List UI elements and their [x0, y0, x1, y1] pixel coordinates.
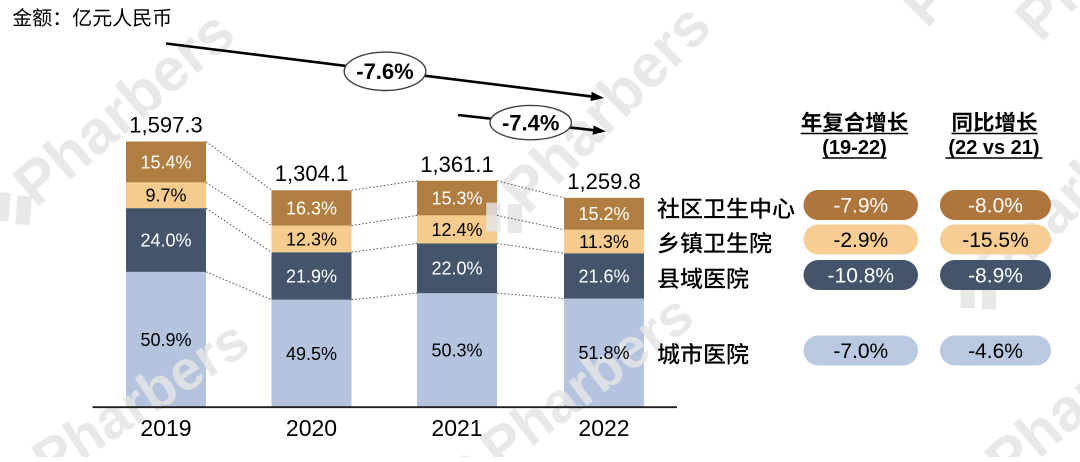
svg-text:-7.4%: -7.4%: [502, 110, 559, 135]
svg-text:22.0%: 22.0%: [431, 259, 482, 279]
svg-text:-15.5%: -15.5%: [962, 229, 1029, 252]
svg-text:12.4%: 12.4%: [431, 220, 482, 240]
svg-text:11.3%: 11.3%: [579, 232, 629, 252]
svg-text:-7.6%: -7.6%: [356, 59, 413, 84]
svg-text:50.9%: 50.9%: [140, 330, 191, 350]
svg-text:-8.0%: -8.0%: [968, 194, 1023, 217]
svg-text:15.3%: 15.3%: [431, 189, 482, 209]
svg-text:51.8%: 51.8%: [578, 343, 629, 363]
svg-text:9.7%: 9.7%: [145, 186, 186, 206]
svg-text:15.4%: 15.4%: [140, 152, 191, 172]
svg-text:24.0%: 24.0%: [140, 230, 191, 250]
svg-text:1,597.3: 1,597.3: [129, 113, 202, 138]
svg-text:-7.0%: -7.0%: [833, 340, 888, 363]
svg-text:21.6%: 21.6%: [578, 266, 629, 286]
svg-text:21.9%: 21.9%: [286, 266, 337, 286]
svg-text:-4.6%: -4.6%: [968, 340, 1023, 363]
svg-text:(22 vs 21): (22 vs 21): [948, 137, 1039, 159]
svg-text:15.2%: 15.2%: [578, 204, 629, 224]
svg-text:-2.9%: -2.9%: [833, 229, 888, 252]
svg-text:(19-22): (19-22): [822, 137, 886, 159]
svg-text:2020: 2020: [286, 415, 337, 441]
svg-text:-7.9%: -7.9%: [833, 194, 888, 217]
svg-text:12.3%: 12.3%: [286, 229, 337, 249]
svg-text:1,361.1: 1,361.1: [420, 152, 493, 177]
svg-text:49.5%: 49.5%: [286, 344, 337, 364]
svg-text:50.3%: 50.3%: [431, 341, 482, 361]
svg-text:-10.8%: -10.8%: [828, 264, 895, 287]
svg-text:1,259.8: 1,259.8: [567, 169, 640, 194]
svg-text:-8.9%: -8.9%: [968, 264, 1023, 287]
svg-text:16.3%: 16.3%: [286, 198, 337, 218]
svg-text:2021: 2021: [431, 415, 482, 441]
svg-text:2019: 2019: [140, 415, 191, 441]
svg-text:2022: 2022: [578, 415, 629, 441]
svg-text:1,304.1: 1,304.1: [275, 161, 348, 186]
